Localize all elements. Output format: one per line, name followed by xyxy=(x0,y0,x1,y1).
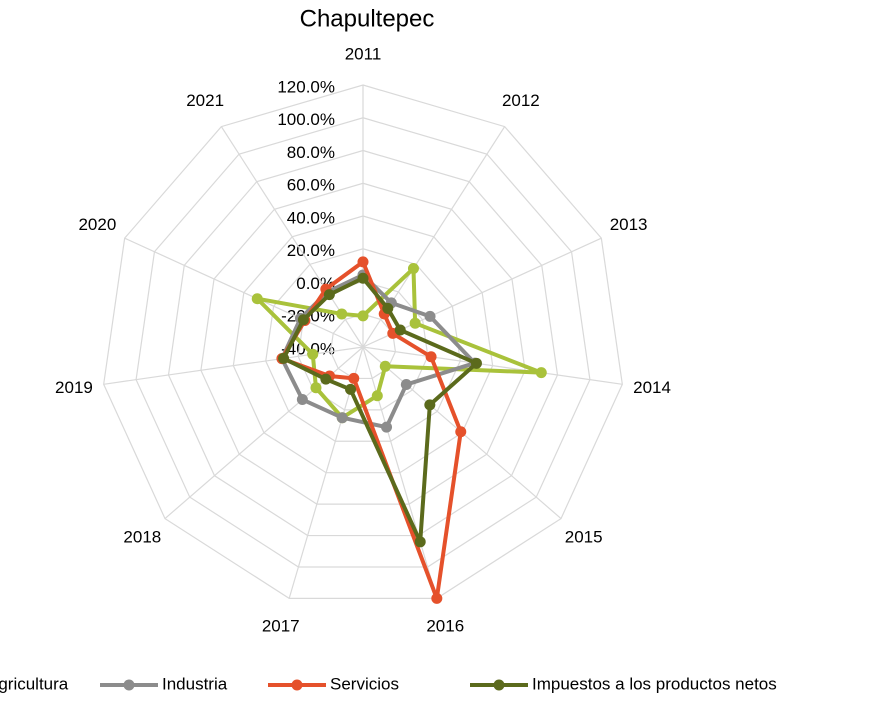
data-point xyxy=(394,324,406,336)
data-point xyxy=(310,382,322,394)
legend-marker xyxy=(291,679,303,691)
category-label: 2021 xyxy=(186,91,224,110)
data-point xyxy=(371,390,383,402)
grid-line xyxy=(200,182,526,505)
data-point xyxy=(307,348,319,360)
axis-spoke xyxy=(362,346,438,599)
axis-spoke xyxy=(103,346,364,385)
legend-marker xyxy=(493,679,505,691)
category-label: 2014 xyxy=(633,378,671,397)
data-point xyxy=(345,383,357,395)
data-point xyxy=(470,357,482,369)
data-point xyxy=(409,317,421,329)
axis-spoke xyxy=(124,237,364,348)
data-point xyxy=(455,426,467,438)
category-label: 2020 xyxy=(78,215,116,234)
grid-line xyxy=(232,215,494,474)
legend-label: Agricultura xyxy=(0,674,69,693)
grid-line xyxy=(167,149,559,537)
tick-label: 20.0% xyxy=(287,241,335,260)
tick-label: 60.0% xyxy=(287,176,335,195)
data-point xyxy=(431,592,443,604)
category-label: 2015 xyxy=(565,528,603,547)
data-point xyxy=(297,314,309,326)
data-point xyxy=(381,421,393,433)
tick-label: 120.0% xyxy=(277,77,335,96)
data-point xyxy=(414,536,426,548)
data-point xyxy=(357,256,369,268)
data-point xyxy=(357,272,369,284)
data-point xyxy=(425,351,437,363)
data-point xyxy=(320,373,332,385)
data-point xyxy=(379,360,391,372)
data-point xyxy=(357,310,369,322)
data-point xyxy=(336,308,348,320)
data-point xyxy=(296,394,308,406)
category-label: 2016 xyxy=(426,617,464,636)
category-label: 2017 xyxy=(262,617,300,636)
tick-label: 40.0% xyxy=(287,208,335,227)
legend-label: Servicios xyxy=(330,674,399,693)
tick-label: 100.0% xyxy=(277,110,335,129)
category-label: 2013 xyxy=(610,215,648,234)
axis-spoke xyxy=(362,346,623,385)
data-point xyxy=(424,310,436,322)
legend-label: Impuestos a los productos netos xyxy=(532,674,777,693)
data-point xyxy=(407,262,419,274)
grid-line xyxy=(135,117,591,568)
category-label: 2019 xyxy=(55,378,93,397)
category-label: 2011 xyxy=(345,44,382,63)
data-point xyxy=(323,289,335,301)
data-point xyxy=(424,399,436,411)
chart-title: Chapultepec xyxy=(300,5,435,32)
data-point xyxy=(535,367,547,379)
category-label: 2018 xyxy=(123,528,161,547)
grid-line xyxy=(103,84,623,599)
data-point xyxy=(336,412,348,424)
category-label: 2012 xyxy=(502,91,540,110)
legend-label: Industria xyxy=(162,674,228,693)
data-point xyxy=(348,372,360,384)
data-point xyxy=(278,352,290,364)
legend-marker xyxy=(123,679,135,691)
data-point xyxy=(382,302,394,314)
tick-label: 80.0% xyxy=(287,143,335,162)
data-point xyxy=(251,293,263,305)
grid-line xyxy=(265,248,461,442)
data-point xyxy=(400,379,412,391)
